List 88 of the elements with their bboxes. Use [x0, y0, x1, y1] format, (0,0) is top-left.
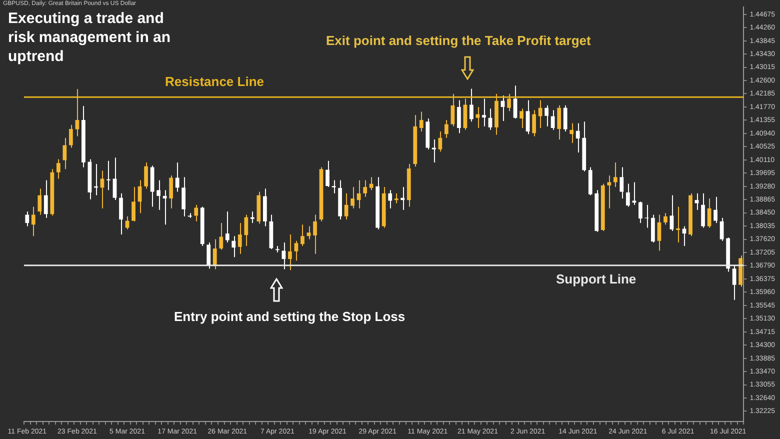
candlestick — [31, 206, 36, 237]
candlestick — [326, 160, 330, 188]
candlestick — [394, 192, 398, 204]
candlestick — [206, 242, 211, 270]
candlestick — [119, 192, 123, 235]
candlestick — [419, 111, 424, 132]
candlestick — [75, 88, 80, 137]
candlestick — [162, 190, 167, 226]
candlestick — [550, 110, 555, 130]
candlestick — [182, 176, 186, 217]
candlestick — [438, 131, 442, 152]
candlestick — [507, 93, 511, 112]
candlestick — [470, 88, 474, 122]
candlestick — [169, 175, 174, 209]
candlestick — [701, 192, 705, 228]
candlestick — [620, 166, 624, 199]
candlestick — [238, 222, 242, 254]
candlestick — [651, 214, 655, 243]
candlestick — [212, 238, 217, 270]
candlestick — [400, 186, 405, 210]
candlestick — [38, 188, 42, 216]
candlestick — [557, 104, 562, 140]
ref-line-label: Support Line — [556, 271, 636, 286]
candlestick — [62, 137, 67, 170]
candlestick — [369, 176, 374, 191]
candlestick — [732, 264, 736, 300]
candlestick — [294, 240, 298, 262]
candlestick — [44, 180, 48, 218]
candlestick — [306, 226, 311, 240]
candlestick — [350, 186, 354, 209]
candlestick — [300, 224, 304, 246]
candlestick — [720, 217, 724, 242]
candlestick — [714, 196, 718, 224]
candlestick — [56, 158, 60, 180]
candlestick — [563, 104, 568, 132]
candlestick — [432, 138, 436, 163]
candlestick — [450, 93, 455, 127]
candlestick — [313, 214, 317, 254]
candlestick — [112, 157, 117, 201]
candlestick — [194, 204, 198, 222]
candlestick — [250, 211, 254, 224]
candlestick — [657, 214, 662, 252]
ref-line-label: Resistance Line — [165, 74, 264, 90]
text: Executing a trade and risk management in an uptrend — [8, 9, 172, 66]
candlestick — [457, 100, 461, 134]
annotation: Entry point and setting the Stop Loss — [174, 309, 406, 324]
candlestick — [282, 242, 286, 270]
candlestick — [225, 211, 230, 243]
candlestick — [682, 226, 686, 246]
candlestick — [520, 108, 524, 129]
candlestick — [332, 180, 336, 194]
candlestick — [526, 100, 530, 135]
candlestick — [175, 162, 180, 192]
candlestick — [626, 183, 630, 208]
candlestick — [476, 106, 480, 129]
candlestick — [664, 212, 668, 226]
candlestick — [356, 180, 361, 209]
candlestick — [676, 206, 680, 243]
candlestick — [638, 201, 642, 224]
candlestick — [532, 110, 536, 137]
candlestick — [106, 160, 110, 191]
candlestick — [288, 234, 292, 271]
candlestick — [463, 98, 468, 130]
candlestick — [576, 122, 580, 154]
candlestick — [670, 194, 674, 232]
candlestick — [25, 211, 30, 227]
candlestick — [219, 222, 224, 250]
candlestick — [132, 186, 136, 222]
candlestick — [68, 124, 73, 148]
candlestick — [613, 162, 618, 188]
candlestick — [607, 175, 612, 209]
candlestick — [156, 180, 160, 210]
candlestick — [444, 120, 448, 138]
candlestick — [363, 180, 368, 198]
annotation: Exit point and setting the Take Profit target — [326, 33, 591, 48]
candlestick — [488, 108, 492, 130]
candlestick — [388, 190, 392, 209]
candlestick — [125, 216, 130, 230]
candlestick — [244, 214, 248, 246]
candlestick — [482, 98, 486, 127]
candlestick — [632, 182, 636, 206]
candlestick — [344, 192, 348, 220]
candlestick — [100, 170, 104, 209]
candlestick — [232, 236, 236, 258]
candlestick — [144, 162, 148, 190]
candlestick — [544, 104, 549, 127]
candlestick — [513, 85, 518, 119]
candlestick — [570, 122, 574, 144]
